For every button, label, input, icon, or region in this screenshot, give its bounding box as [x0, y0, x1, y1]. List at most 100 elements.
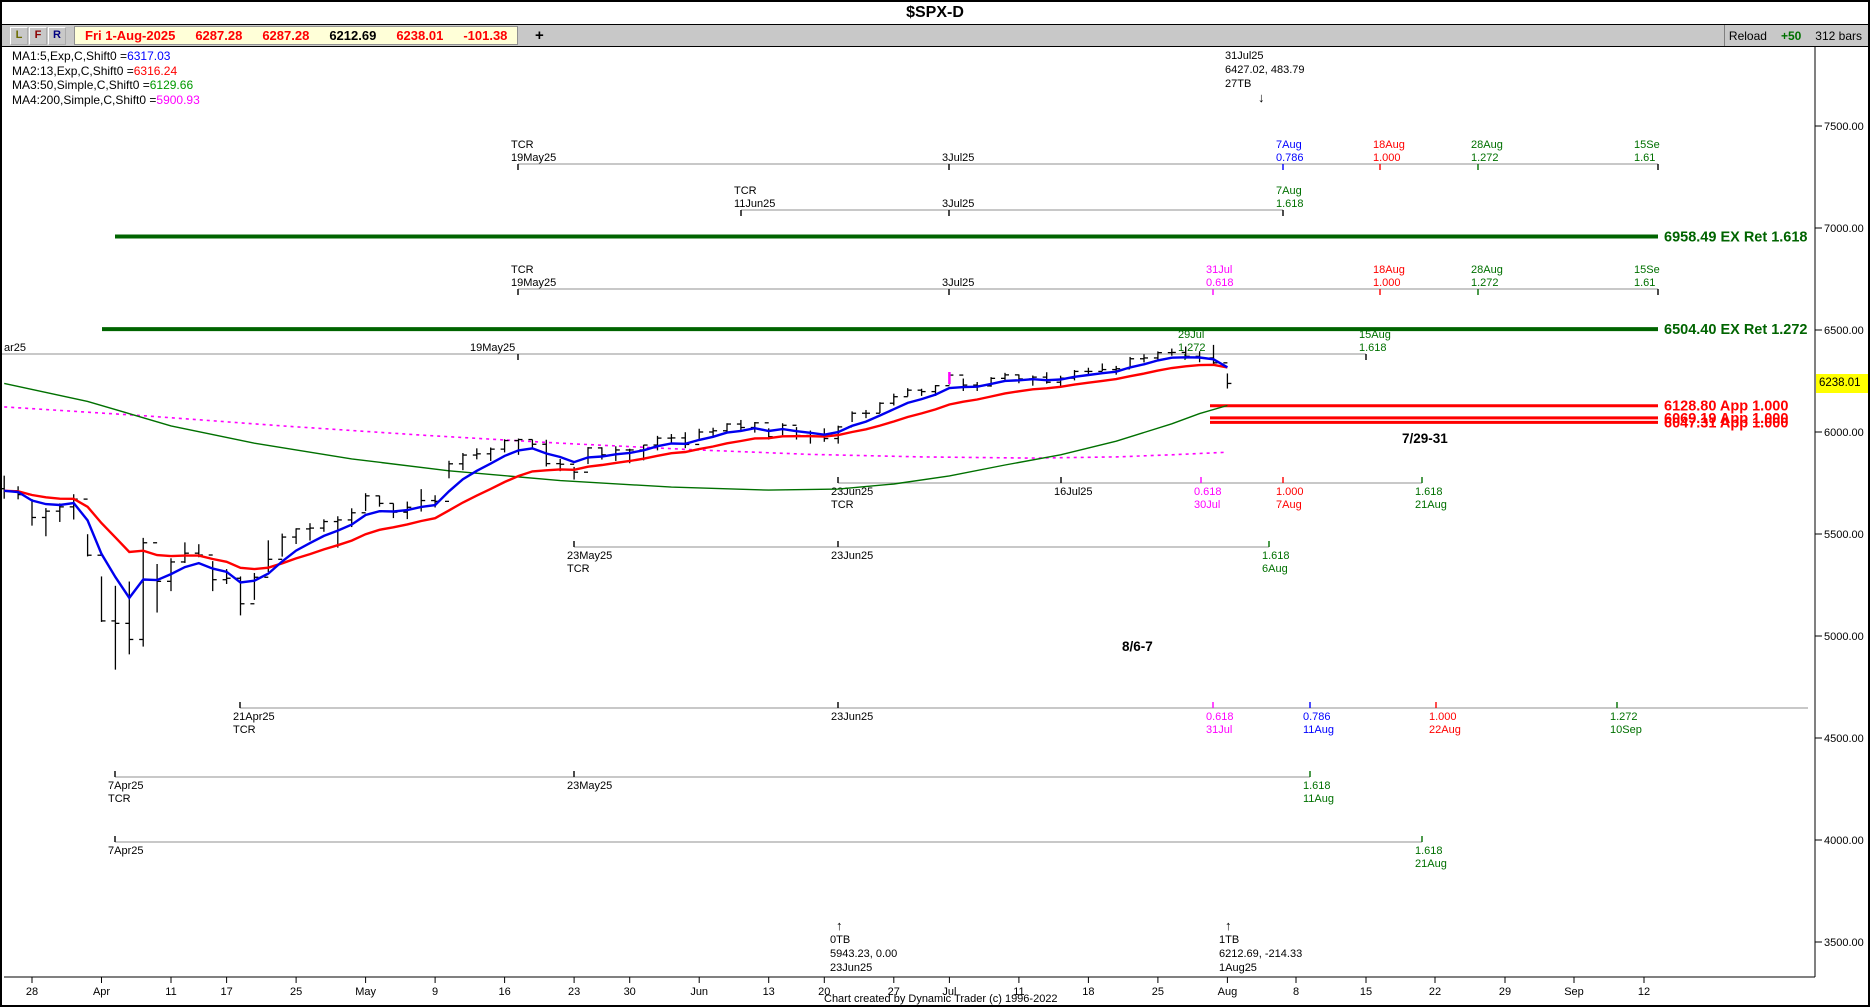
f-button[interactable]: F: [29, 26, 47, 45]
tcr-label: 1.000: [1373, 277, 1401, 289]
toolbar-right: Reload +50 312 bars: [1723, 25, 1866, 46]
lfr-button-group: L F R: [10, 26, 66, 45]
x-axis-label: 12: [1638, 986, 1650, 998]
tcr-label: 1.618: [1415, 486, 1443, 498]
ma50-line: [4, 382, 1228, 491]
last-price-badge: 6238.01: [1816, 374, 1868, 393]
y-axis-label: 7000.00: [1824, 223, 1864, 235]
tcr-label: 1.618: [1262, 550, 1290, 562]
x-axis-label: 25: [290, 986, 302, 998]
x-axis-label: 29: [1499, 986, 1511, 998]
x-axis-label: Aug: [1218, 986, 1238, 998]
tcr-label: 0.618: [1206, 277, 1234, 289]
tcr-label: 0.618: [1206, 711, 1234, 723]
ma5-line: [4, 356, 1228, 600]
tcr-label: 1.272: [1178, 342, 1206, 354]
tcr-label: 7Aug: [1276, 185, 1302, 197]
tcr-label: ar25: [4, 342, 26, 354]
time-bar-annotation: 1TB: [1219, 934, 1239, 946]
y-axis-label: 6000.00: [1824, 427, 1864, 439]
ma-legend-row: MA3:50,Simple,C,Shift0 =6129.66: [12, 78, 200, 93]
x-axis-label: 22: [1429, 986, 1441, 998]
toolbar: L F R Fri 1-Aug-2025 6287.28 6287.28 621…: [2, 25, 1868, 47]
projection-label: 6069.19 App 1.000: [1664, 411, 1788, 427]
tcr-label: 22Aug: [1429, 724, 1461, 736]
y-axis-label: 3500.00: [1824, 937, 1864, 949]
tcr-label: 3Jul25: [942, 198, 974, 210]
tcr-label: TCR: [233, 724, 256, 736]
add-button[interactable]: +: [535, 27, 544, 44]
tcr-label: 6Aug: [1262, 563, 1288, 575]
x-axis-label: 20: [818, 986, 830, 998]
projection-label: 6504.40 EX Ret 1.272: [1664, 322, 1808, 338]
x-axis-label: 23: [568, 986, 580, 998]
tcr-label: 3Jul25: [942, 152, 974, 164]
time-bar-annotation: 0TB: [830, 934, 850, 946]
quote-date: Fri 1-Aug-2025: [85, 28, 176, 43]
tcr-label: TCR: [511, 264, 534, 276]
tcr-label: 29Jul: [1178, 329, 1204, 341]
x-axis-label: Jul: [942, 986, 956, 998]
x-axis-label: 30: [624, 986, 636, 998]
tcr-label: TCR: [734, 185, 757, 197]
y-axis-label: 7500.00: [1824, 121, 1864, 133]
tcr-label: 28Aug: [1471, 139, 1503, 151]
y-axis-label: 6500.00: [1824, 325, 1864, 337]
copyright-label: Chart created by Dynamic Trader (c) 1996…: [824, 993, 1058, 1005]
pivot-arrow-icon: ↑: [1225, 918, 1232, 933]
ma-legend-value: 6316.24: [133, 63, 178, 78]
tcr-label: 1.000: [1276, 486, 1304, 498]
pivot-arrow-icon: ↑: [836, 918, 843, 933]
reload-button[interactable]: Reload: [1728, 28, 1767, 43]
tcr-label: 1.61: [1634, 152, 1655, 164]
page-title: $SPX-D: [2, 2, 1868, 25]
r-button[interactable]: R: [48, 26, 66, 45]
tcr-label: 0.786: [1276, 152, 1304, 164]
tcr-label: 31Jul: [1206, 724, 1232, 736]
quote-readout: Fri 1-Aug-2025 6287.28 6287.28 6212.69 6…: [74, 26, 519, 45]
pivot-annotation: 6427.02, 483.79: [1225, 64, 1305, 76]
tcr-label: 7Aug: [1276, 139, 1302, 151]
x-axis-label: May: [355, 986, 376, 998]
projection-label: 6128.80 App 1.000: [1664, 399, 1788, 415]
linear-scale-button[interactable]: L: [10, 26, 28, 45]
tcr-label: 15Aug: [1359, 329, 1391, 341]
x-axis-label: 11: [1013, 986, 1024, 998]
x-axis-label: 8: [1293, 986, 1299, 998]
ma-legend-value: 6129.66: [149, 78, 194, 92]
tcr-label: 19May25: [511, 152, 556, 164]
pivot-annotation: 31Jul25: [1225, 50, 1264, 62]
ma200-line: [4, 406, 1228, 459]
ma-legend-label: MA3:50,Simple,C,Shift0 =: [12, 78, 150, 92]
tcr-label: 18Aug: [1373, 139, 1405, 151]
tcr-label: 11Aug: [1303, 793, 1334, 805]
ma-legend-row: MA1:5,Exp,C,Shift0 =6317.03: [12, 49, 200, 64]
tcr-label: 21Aug: [1415, 858, 1447, 870]
tcr-label: 15Se: [1634, 264, 1660, 276]
pivot-annotation: 27TB: [1225, 78, 1251, 90]
y-axis-label: 4000.00: [1824, 835, 1864, 847]
y-axis-label: 5500.00: [1824, 529, 1864, 541]
tcr-label: 7Apr25: [108, 845, 143, 857]
tcr-label: 7Apr25: [108, 780, 143, 792]
tcr-label: 23May25: [567, 780, 612, 792]
add-50-bars-button[interactable]: +50: [1780, 28, 1802, 43]
tcr-label: 11Jun25: [734, 198, 775, 210]
ma-legend-label: MA4:200,Simple,C,Shift0 =: [12, 92, 157, 107]
x-axis-label: 9: [432, 986, 438, 998]
quote-close: 6238.01: [396, 28, 444, 43]
tcr-label: 0.786: [1303, 711, 1331, 723]
tcr-label: TCR: [831, 499, 854, 511]
bar-count-label: 312 bars: [1815, 28, 1862, 43]
quote-change: -101.38: [463, 28, 508, 43]
time-bar-annotation: 6212.69, -214.33: [1219, 948, 1302, 960]
y-axis-label: 4500.00: [1824, 733, 1864, 745]
x-axis-label: 16: [498, 986, 510, 998]
quote-open: 6287.28: [195, 28, 243, 43]
tcr-label: 1.61: [1634, 277, 1655, 289]
tcr-label: 0.618: [1194, 486, 1222, 498]
y-axis-label: 5000.00: [1824, 631, 1864, 643]
projection-label: 6958.49 EX Ret 1.618: [1664, 229, 1808, 245]
tcr-label: 1.618: [1415, 845, 1443, 857]
